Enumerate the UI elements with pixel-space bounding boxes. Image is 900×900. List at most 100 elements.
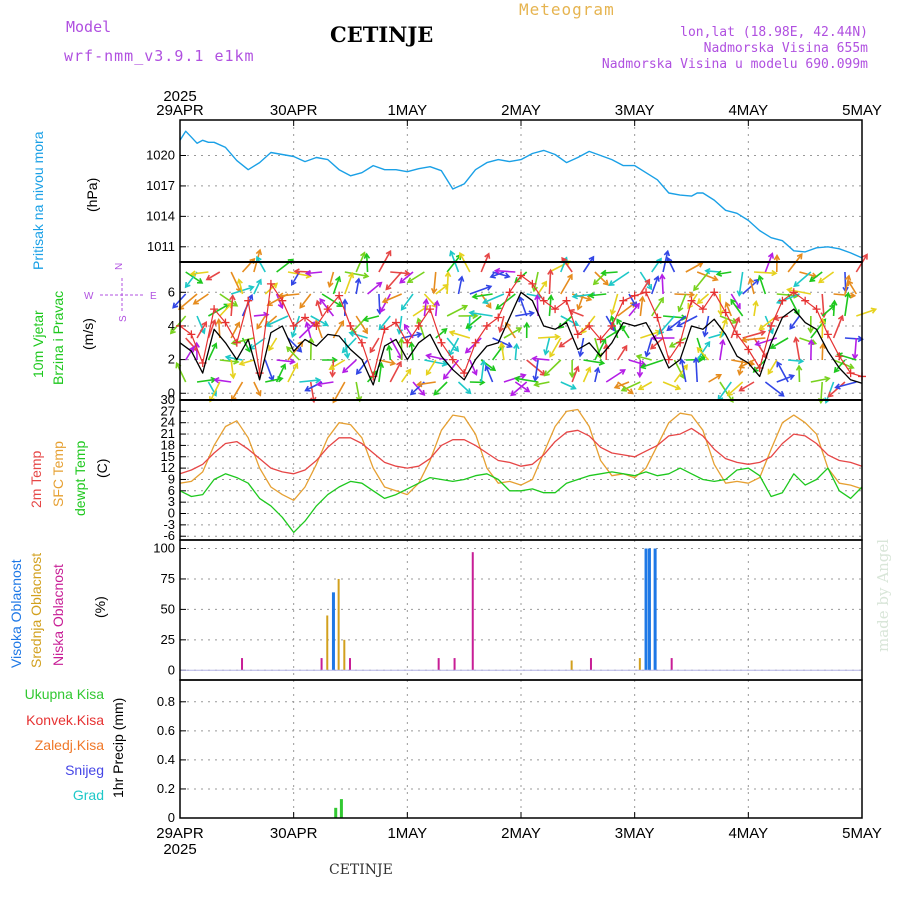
wind-arrow: [315, 320, 323, 339]
wind-arrow: [705, 269, 720, 273]
wind-arrow: [794, 337, 801, 361]
wind-arrow: [605, 369, 626, 383]
wind-arrow: [639, 271, 652, 290]
wind-tick-label: 4: [168, 318, 175, 333]
wind-arrowhead: [233, 358, 240, 365]
wind-arrowhead: [668, 341, 676, 348]
wind-arrowhead: [613, 383, 621, 390]
wind-arrow: [589, 293, 607, 297]
wind-arrowhead: [315, 380, 323, 388]
wind-arrow: [764, 381, 784, 397]
wind-arrow: [617, 381, 634, 395]
wind-arrow: [196, 315, 205, 334]
wind-arrowhead: [730, 298, 737, 305]
wind-arrow: [196, 378, 216, 383]
wind-arrow: [515, 377, 539, 383]
wind-arrowhead: [224, 354, 232, 361]
wind-arrowhead: [704, 340, 711, 348]
wind-arrowhead: [442, 373, 449, 380]
wind-arrow: [299, 379, 320, 383]
pressure-tick-label: 1017: [146, 178, 175, 193]
cloud-bar: [326, 615, 329, 671]
gust-marker: [312, 321, 321, 330]
wind-arrow: [207, 320, 216, 339]
wind-arrow: [230, 271, 242, 292]
wind-arrow: [500, 343, 505, 361]
wind-arrowhead: [738, 385, 745, 392]
wind-arrow: [378, 359, 395, 365]
wind-arrowhead: [453, 345, 460, 353]
time-label-top: 2MAY: [501, 102, 541, 119]
gust-marker: [437, 338, 446, 347]
wind-arrow: [253, 313, 269, 317]
wind-arrowhead: [172, 302, 179, 309]
wind-arrowhead: [600, 337, 607, 345]
wind-arrowhead: [315, 299, 322, 307]
gust-marker: [187, 330, 196, 339]
wind-arrowhead: [735, 303, 741, 310]
wind-arrow: [719, 340, 724, 361]
wind-arrowhead: [568, 371, 576, 379]
wind-arrow: [434, 301, 438, 317]
wind-arrow: [770, 337, 789, 349]
wind-arrow: [639, 279, 650, 295]
wind-arrow: [526, 359, 546, 376]
wind-arrow: [719, 381, 734, 403]
wind-arrow: [208, 303, 230, 317]
wind-arrowhead: [520, 373, 527, 380]
wind-arrowhead: [355, 368, 362, 376]
gust-marker: [676, 338, 685, 347]
wind-arrowhead: [448, 330, 456, 337]
wind-arrow: [256, 256, 266, 273]
wind-arrow: [685, 262, 703, 273]
wind-arrow: [742, 337, 766, 341]
wind-arrowhead: [547, 268, 554, 275]
wind-arrowhead: [819, 342, 826, 349]
wind-arrowhead: [688, 291, 696, 298]
wind-arrow: [577, 293, 585, 310]
wind-arrowhead: [587, 292, 595, 299]
wind-arrowhead: [558, 322, 565, 329]
wind-arrowhead: [457, 275, 465, 282]
wind-arrowhead: [329, 371, 336, 378]
wind-arrowhead: [696, 346, 703, 354]
wind-arrow: [680, 359, 687, 383]
wind-arrow: [614, 381, 630, 389]
gust-marker: [585, 321, 594, 330]
wind-arrowhead: [796, 253, 803, 260]
wind-arrowhead: [231, 300, 239, 307]
gust-marker: [255, 369, 264, 378]
wind-arrowhead: [230, 339, 238, 346]
wind-arrowhead: [314, 377, 322, 384]
wind-arrowhead: [363, 252, 371, 259]
wind-arrowhead: [558, 341, 565, 348]
wind-arrowhead: [515, 327, 523, 333]
wind-arrowhead: [585, 366, 592, 373]
wind-arrow: [310, 315, 328, 326]
wind-arrow: [594, 367, 599, 383]
precip-tick-label: 0.6: [157, 723, 175, 738]
wind-arrow: [196, 321, 207, 339]
time-label-bottom: 2MAY: [501, 825, 541, 842]
wind-arrow: [369, 337, 380, 353]
gust-marker: [346, 321, 355, 330]
wind-arrowhead: [634, 302, 640, 309]
legend-snow: Snijeg: [65, 762, 104, 778]
cloud-tick-label: 50: [161, 601, 175, 616]
wind-arrowhead: [793, 336, 800, 343]
wind-arrow: [673, 364, 688, 383]
wind-arrow: [365, 254, 369, 273]
wind-arrowhead: [234, 321, 241, 328]
gust-marker: [414, 321, 423, 330]
wind-arrow: [753, 301, 758, 317]
wind-arrowhead: [726, 390, 733, 397]
wind-arrowhead: [405, 368, 412, 375]
wind-arrowhead: [238, 359, 245, 367]
gust-marker: [698, 305, 707, 314]
wind-arrowhead: [495, 303, 502, 310]
wind-arrow: [175, 362, 187, 383]
gust-marker: [517, 271, 525, 280]
gust-marker: [528, 279, 537, 288]
wind-arrowhead: [213, 376, 220, 384]
wind-arrow: [417, 381, 436, 386]
